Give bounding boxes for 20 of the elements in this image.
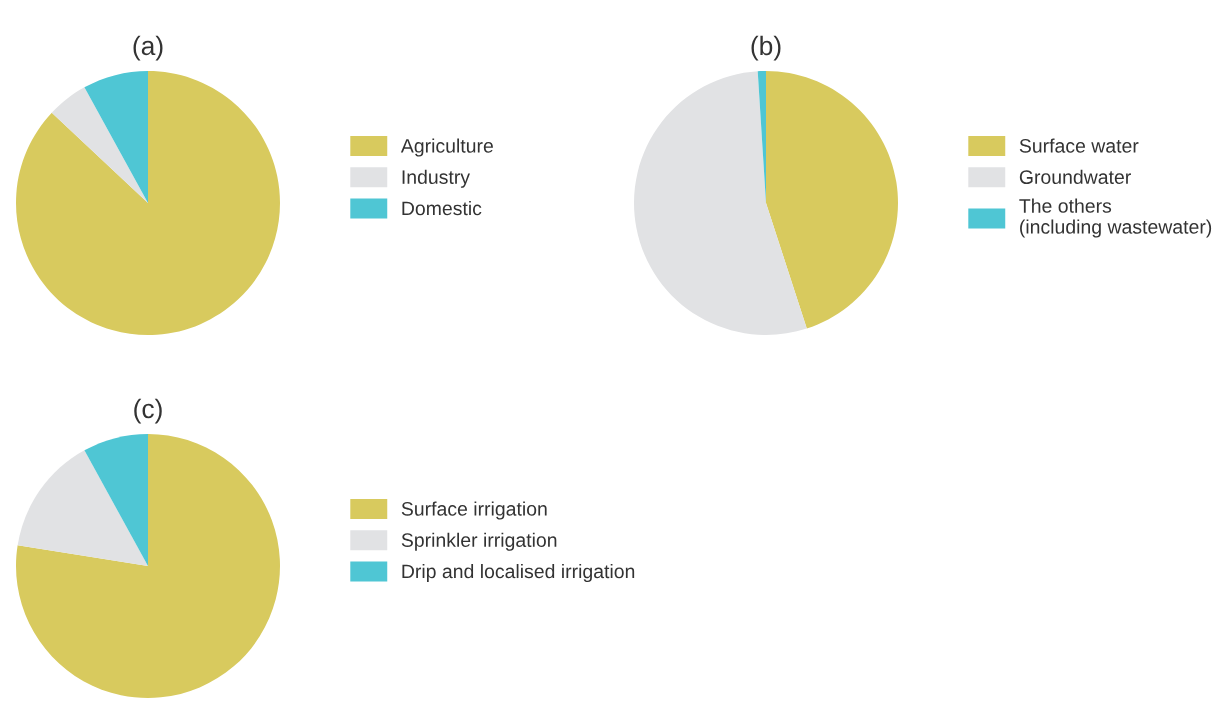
chart-title: (a) — [133, 35, 163, 61]
legend-label: Agriculture — [400, 138, 493, 157]
chart-title: (b) — [751, 35, 781, 61]
legend-label: Sprinkler irrigation — [401, 532, 557, 551]
legend-label: The others (including wastewater) — [1019, 198, 1212, 238]
chart-title: (c) — [134, 398, 162, 424]
legend-label: Surface water — [1019, 138, 1139, 153]
legend-label: Groundwater — [1019, 169, 1131, 184]
pie-slice — [84, 434, 148, 566]
legend-label: Domestic — [402, 200, 482, 216]
pie-slice — [51, 87, 148, 203]
pie-slice — [634, 71, 807, 335]
legend-label: Drip and localised irrigation — [402, 563, 635, 583]
pie-slice — [766, 71, 898, 329]
legend-label: Surface irrigation — [401, 501, 547, 520]
pie-slice — [16, 71, 280, 335]
pie-slice — [16, 434, 280, 698]
pie-slice — [17, 450, 148, 566]
pie-slice — [84, 71, 148, 203]
legend-label: Industry — [402, 169, 470, 188]
